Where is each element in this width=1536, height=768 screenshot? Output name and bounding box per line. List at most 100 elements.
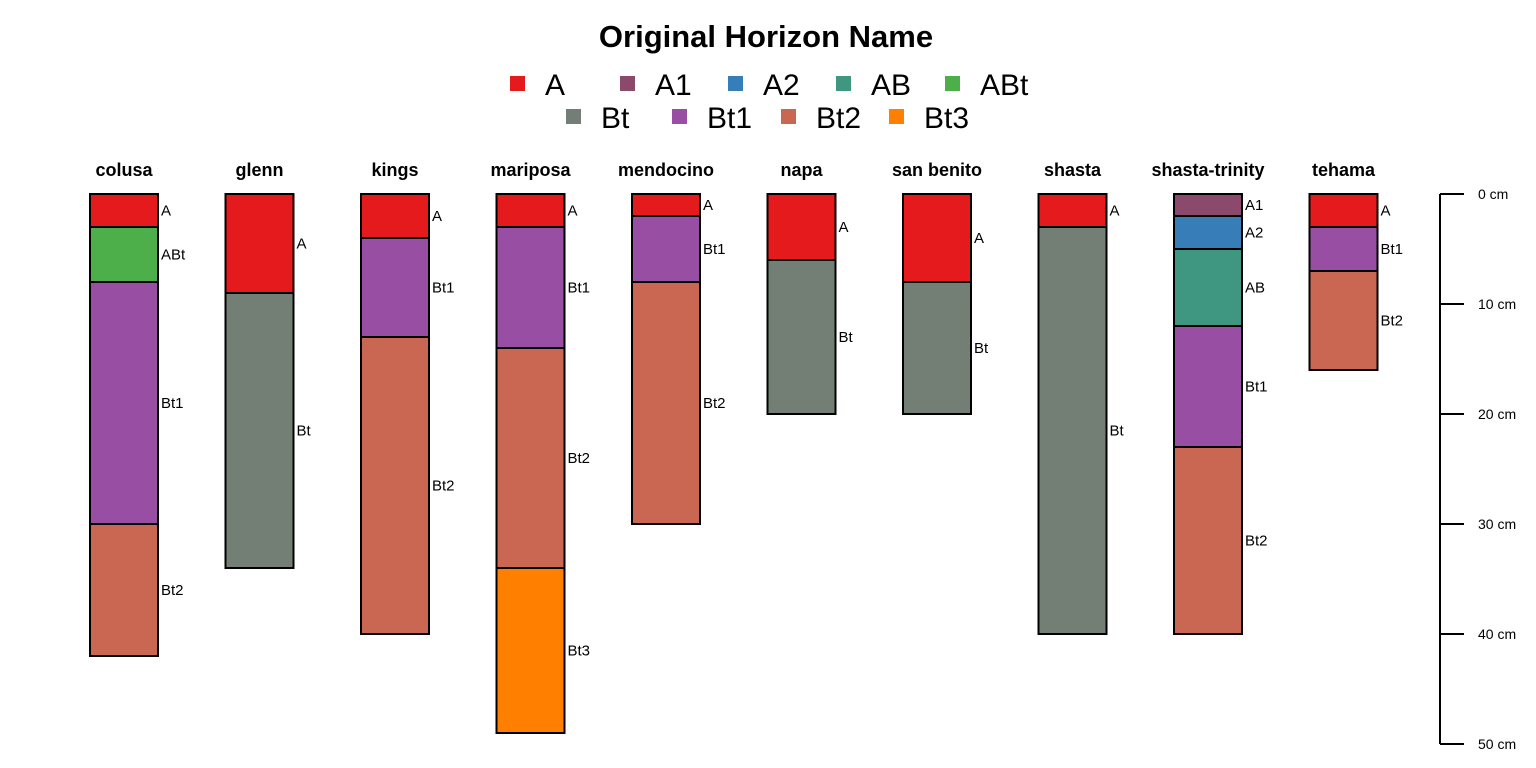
horizon-label: Bt2 — [161, 582, 184, 599]
legend-swatch-bt — [566, 109, 581, 124]
horizon-bt2 — [495, 347, 566, 569]
legend-swatch-bt3 — [889, 109, 904, 124]
horizon-a — [495, 193, 566, 228]
horizon-label: Bt2 — [1245, 533, 1268, 550]
legend-label-bt: Bt — [601, 102, 630, 135]
legend-swatch-a — [510, 76, 525, 91]
horizon-bt1 — [1308, 226, 1379, 272]
legend-label-a2: A2 — [763, 69, 800, 102]
profile-kings: kings A Bt1 Bt2 — [360, 160, 455, 635]
depth-tick-label: 0 cm — [1478, 186, 1508, 202]
profile-colusa: colusa A ABt Bt1 Bt2 — [89, 160, 186, 657]
horizon-bt2 — [631, 281, 701, 525]
horizon-bt — [224, 292, 295, 569]
horizon-label: Bt — [1110, 423, 1125, 440]
profile-shasta-trinity: shasta-trinity A1 A2 AB Bt1 Bt2 — [1151, 160, 1268, 635]
profile-san-benito: san benito A Bt — [892, 160, 989, 415]
horizon-label: A — [703, 197, 713, 214]
legend-swatch-ab — [836, 76, 851, 91]
horizon-label: Bt1 — [568, 280, 591, 297]
legend-label-bt2: Bt2 — [816, 102, 861, 135]
horizon-bt1 — [360, 237, 430, 338]
horizon-bt2 — [89, 523, 159, 657]
profile-shasta: shasta A Bt — [1037, 160, 1125, 635]
horizon-label: Bt3 — [568, 643, 591, 660]
horizon-a — [89, 193, 159, 228]
profile-name: shasta-trinity — [1151, 160, 1264, 180]
horizon-bt1 — [631, 215, 701, 283]
horizon-label: ABt — [161, 247, 186, 264]
horizon-ab — [1173, 248, 1243, 327]
horizon-label: A — [568, 203, 578, 220]
horizon-a — [1308, 193, 1379, 228]
horizon-label: A — [297, 236, 307, 253]
profile-name: napa — [780, 160, 823, 180]
horizon-label: Bt1 — [161, 395, 184, 412]
horizon-label: Bt1 — [1381, 241, 1404, 258]
legend-swatch-a1 — [620, 76, 635, 91]
profiles: colusaAABtBt1Bt2glennABtkingsABt1Bt2mari… — [89, 160, 1404, 734]
legend-label-bt1: Bt1 — [707, 102, 752, 135]
profile-name: kings — [371, 160, 418, 180]
horizon-bt1 — [89, 281, 159, 525]
horizon-label: Bt — [974, 340, 989, 357]
profile-name: mendocino — [618, 160, 714, 180]
horizon-bt — [902, 281, 972, 415]
horizon-label: A — [161, 203, 171, 220]
horizon-a — [360, 193, 430, 239]
horizon-label: Bt — [839, 329, 854, 346]
profile-mendocino: mendocino A Bt1 Bt2 — [618, 160, 726, 525]
legend-label-bt3: Bt3 — [924, 102, 969, 135]
horizon-label: A — [1381, 203, 1391, 220]
legend-label-a: A — [545, 69, 565, 102]
horizon-bt — [766, 259, 837, 415]
horizon-a1 — [1173, 193, 1243, 217]
horizon-label: Bt2 — [703, 395, 726, 412]
horizon-label: Bt2 — [432, 478, 455, 495]
horizon-label: Bt1 — [432, 280, 455, 297]
legend-swatch-abt — [945, 76, 960, 91]
horizon-label: A2 — [1245, 225, 1263, 242]
horizon-label: Bt1 — [1245, 379, 1268, 396]
profile-name: glenn — [236, 160, 284, 180]
horizon-bt2 — [1308, 270, 1379, 371]
depth-tick-label: 20 cm — [1478, 406, 1516, 422]
horizon-a — [1037, 193, 1108, 228]
horizon-label: AB — [1245, 280, 1265, 297]
legend: A A1 A2 AB ABt Bt Bt1 Bt2 Bt3 — [510, 69, 1029, 135]
legend-swatch-bt1 — [672, 109, 687, 124]
horizon-a — [224, 193, 295, 294]
horizon-a — [902, 193, 972, 283]
profile-glenn: glenn A Bt — [224, 160, 312, 569]
horizon-label: A — [432, 208, 442, 225]
legend-label-ab: AB — [871, 69, 911, 102]
profile-tehama: tehama A Bt1 Bt2 — [1308, 160, 1404, 371]
profile-name: mariposa — [490, 160, 571, 180]
horizon-bt — [1037, 226, 1108, 635]
depth-axis: 0 cm 10 cm 20 cm 30 cm 40 cm 50 cm — [1439, 186, 1516, 752]
horizon-a — [766, 193, 837, 261]
legend-label-a1: A1 — [655, 69, 692, 102]
horizon-label: A — [839, 219, 849, 236]
horizon-label: A — [974, 230, 984, 247]
horizon-label: Bt2 — [1381, 313, 1404, 330]
horizon-label: A1 — [1245, 197, 1263, 214]
horizon-bt3 — [495, 567, 566, 734]
profile-name: shasta — [1044, 160, 1102, 180]
horizon-abt — [89, 226, 159, 283]
horizon-bt2 — [1173, 446, 1243, 635]
profile-name: colusa — [95, 160, 153, 180]
chart-title: Original Horizon Name — [599, 19, 933, 54]
legend-swatch-bt2 — [781, 109, 796, 124]
profile-napa: napa A Bt — [766, 160, 854, 415]
horizon-a2 — [1173, 215, 1243, 250]
horizon-label: A — [1110, 203, 1120, 220]
profile-mariposa: mariposa A Bt1 Bt2 Bt3 — [490, 160, 591, 734]
profile-name: san benito — [892, 160, 982, 180]
profile-name: tehama — [1312, 160, 1376, 180]
depth-tick-label: 50 cm — [1478, 736, 1516, 752]
horizon-label: Bt2 — [568, 450, 591, 467]
horizon-label: Bt — [297, 423, 312, 440]
horizon-a — [631, 193, 701, 217]
depth-tick-label: 40 cm — [1478, 626, 1516, 642]
